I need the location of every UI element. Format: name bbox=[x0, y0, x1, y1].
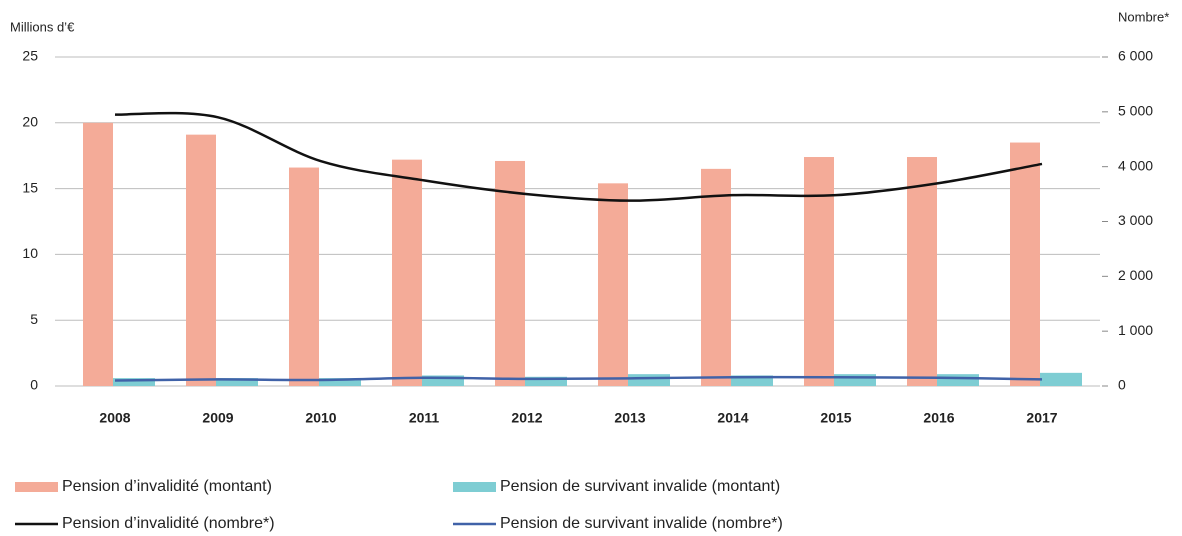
x-tick-label: 2013 bbox=[614, 410, 645, 426]
bar bbox=[216, 378, 258, 386]
y2-tick-label: 1 000 bbox=[1118, 322, 1153, 338]
bar bbox=[83, 122, 113, 387]
y-tick-label: 15 bbox=[22, 179, 38, 195]
x-tick-label: 2008 bbox=[99, 410, 130, 426]
y-tick-label: 5 bbox=[30, 311, 38, 327]
bar bbox=[834, 374, 876, 386]
y2-tick-label: 4 000 bbox=[1118, 157, 1153, 173]
y2-tick-label: 5 000 bbox=[1118, 103, 1153, 119]
y2-tick-label: 3 000 bbox=[1118, 212, 1153, 228]
bar bbox=[319, 378, 361, 386]
x-tick-label: 2017 bbox=[1026, 410, 1057, 426]
x-tick-label: 2014 bbox=[717, 410, 748, 426]
bar bbox=[1040, 372, 1082, 386]
bar bbox=[186, 134, 216, 386]
bar bbox=[598, 183, 628, 386]
legend-label: Pension de survivant invalide (montant) bbox=[500, 478, 780, 495]
bar bbox=[113, 378, 155, 386]
bar bbox=[804, 157, 834, 386]
bar bbox=[525, 376, 567, 386]
bar bbox=[937, 374, 979, 386]
legend-label: Pension d’invalidité (nombre*) bbox=[62, 515, 275, 532]
y2-axis-label: Nombre* bbox=[1118, 9, 1169, 24]
legend-label: Pension d’invalidité (montant) bbox=[62, 478, 272, 495]
bar bbox=[422, 375, 464, 386]
legend-swatch bbox=[453, 482, 496, 492]
line bbox=[114, 375, 1043, 382]
y-tick-label: 0 bbox=[30, 377, 38, 393]
legend-label: Pension de survivant invalide (nombre*) bbox=[500, 515, 783, 532]
bar bbox=[495, 160, 525, 386]
bar bbox=[1010, 142, 1040, 386]
y-tick-label: 25 bbox=[22, 48, 38, 64]
x-tick-label: 2011 bbox=[409, 410, 440, 426]
line bbox=[114, 111, 1043, 202]
bar bbox=[701, 168, 731, 386]
bar bbox=[392, 159, 422, 386]
bar bbox=[731, 375, 773, 386]
y2-tick-label: 6 000 bbox=[1118, 48, 1153, 64]
y2-tick-label: 2 000 bbox=[1118, 267, 1153, 283]
x-tick-label: 2015 bbox=[820, 410, 851, 426]
x-tick-label: 2009 bbox=[202, 410, 233, 426]
bar bbox=[628, 374, 670, 386]
y2-tick-label: 0 bbox=[1118, 377, 1126, 393]
bar bbox=[907, 157, 937, 386]
x-tick-label: 2016 bbox=[923, 410, 954, 426]
legend-swatch bbox=[15, 482, 58, 492]
bar bbox=[289, 167, 319, 386]
x-tick-label: 2010 bbox=[305, 410, 336, 426]
y-axis-label: Millions d’€ bbox=[10, 19, 75, 34]
y-tick-label: 10 bbox=[22, 245, 38, 261]
y-tick-label: 20 bbox=[22, 114, 38, 130]
x-tick-label: 2012 bbox=[511, 410, 542, 426]
